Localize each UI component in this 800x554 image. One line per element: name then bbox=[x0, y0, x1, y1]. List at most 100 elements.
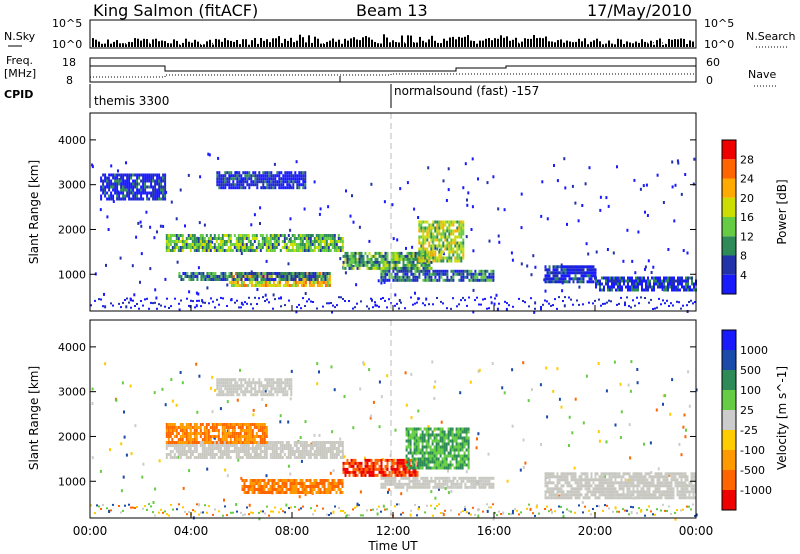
echo-cell bbox=[392, 470, 395, 474]
echo-cell bbox=[316, 284, 319, 287]
sparse-cell bbox=[91, 163, 94, 167]
echo-cell bbox=[228, 183, 231, 187]
sparse-cell bbox=[273, 162, 276, 166]
echo-cell bbox=[639, 282, 641, 286]
echo-cell bbox=[237, 240, 240, 243]
echo-cell bbox=[382, 254, 385, 258]
echo-cell bbox=[458, 223, 461, 227]
sparse-cell bbox=[380, 281, 383, 285]
echo-cell bbox=[195, 447, 198, 450]
echo-cell bbox=[245, 237, 248, 240]
echo-cell bbox=[376, 266, 379, 270]
echo-cell bbox=[227, 435, 230, 438]
echo-cell bbox=[291, 249, 294, 252]
echo-cell bbox=[262, 174, 265, 178]
echo-cell bbox=[164, 185, 167, 189]
sparse-cell bbox=[130, 298, 132, 302]
echo-cell bbox=[116, 173, 119, 177]
echo-cell bbox=[179, 234, 182, 237]
echo-cell bbox=[456, 244, 459, 248]
echo-cell bbox=[235, 435, 238, 438]
echo-cell bbox=[263, 438, 266, 441]
echo-cell bbox=[302, 272, 305, 275]
echo-cell bbox=[263, 453, 266, 456]
echo-cell bbox=[187, 438, 190, 441]
echo-cell bbox=[300, 272, 303, 275]
echo-cell bbox=[659, 279, 661, 283]
echo-cell bbox=[106, 182, 109, 186]
noise-cell bbox=[212, 513, 214, 516]
echo-cell bbox=[677, 276, 679, 280]
echo-cell bbox=[241, 479, 244, 482]
echo-cell bbox=[311, 488, 314, 491]
echo-cell bbox=[130, 185, 133, 189]
noise-bar bbox=[152, 39, 154, 47]
noise-cell bbox=[370, 297, 372, 300]
echo-cell bbox=[297, 237, 300, 240]
echo-cell bbox=[171, 240, 174, 243]
noise-dot bbox=[197, 43, 198, 45]
echo-cell bbox=[633, 285, 635, 289]
echo-cell bbox=[274, 183, 277, 187]
echo-cell bbox=[313, 240, 316, 243]
echo-cell bbox=[564, 268, 567, 272]
echo-cell bbox=[247, 429, 250, 432]
sparse-cell bbox=[650, 271, 653, 274]
echo-cell bbox=[156, 179, 159, 183]
echo-cell bbox=[271, 249, 274, 252]
echo-cell bbox=[590, 277, 593, 281]
echo-cell bbox=[236, 180, 239, 184]
echo-cell bbox=[225, 423, 228, 426]
sparse-cell bbox=[125, 453, 128, 457]
noise-dot bbox=[437, 43, 438, 45]
echo-cell bbox=[254, 272, 257, 275]
echo-cell bbox=[594, 271, 597, 275]
echo-cell bbox=[556, 265, 559, 269]
echo-cell bbox=[200, 275, 203, 278]
echo-cell bbox=[669, 282, 671, 286]
sparse-cell bbox=[122, 475, 125, 479]
echo-cell bbox=[368, 467, 371, 471]
echo-cell bbox=[253, 482, 256, 485]
echo-cell bbox=[260, 272, 263, 275]
echo-cell bbox=[418, 238, 421, 242]
echo-cell bbox=[187, 441, 190, 444]
echo-cell bbox=[219, 246, 222, 249]
echo-cell bbox=[661, 282, 663, 286]
noise-cell bbox=[620, 296, 622, 299]
echo-cell bbox=[298, 174, 301, 178]
echo-cell bbox=[321, 240, 324, 243]
echo-cell bbox=[283, 444, 286, 447]
sparse-cell bbox=[680, 453, 683, 457]
echo-cell bbox=[307, 240, 310, 243]
echo-cell bbox=[297, 234, 300, 237]
echo-cell bbox=[108, 179, 111, 183]
echo-cell bbox=[405, 427, 408, 431]
sparse-cell bbox=[624, 303, 626, 307]
noise-dot bbox=[278, 42, 279, 44]
sparse-cell bbox=[376, 512, 379, 516]
echo-cell bbox=[193, 450, 196, 453]
echo-cell bbox=[675, 279, 677, 283]
echo-cell bbox=[590, 271, 593, 275]
echo-cell bbox=[422, 232, 425, 236]
noise-cell bbox=[616, 303, 618, 306]
sparse-cell bbox=[240, 301, 243, 305]
sparse-cell bbox=[529, 507, 532, 511]
echo-cell bbox=[382, 275, 385, 279]
echo-cell bbox=[203, 456, 206, 459]
echo-cell bbox=[283, 479, 286, 482]
beam-title: Beam 13 bbox=[356, 1, 428, 20]
sparse-cell bbox=[279, 414, 282, 418]
echo-cell bbox=[424, 256, 427, 260]
echo-cell bbox=[388, 266, 391, 270]
echo-cell bbox=[164, 191, 167, 195]
echo-cell bbox=[331, 240, 334, 243]
echo-cell bbox=[263, 240, 266, 243]
echo-cell bbox=[424, 272, 427, 276]
echo-cell bbox=[226, 275, 229, 278]
echo-cell bbox=[429, 454, 432, 458]
echo-cell bbox=[323, 441, 326, 444]
echo-cell bbox=[122, 179, 125, 183]
echo-cell bbox=[303, 456, 306, 459]
